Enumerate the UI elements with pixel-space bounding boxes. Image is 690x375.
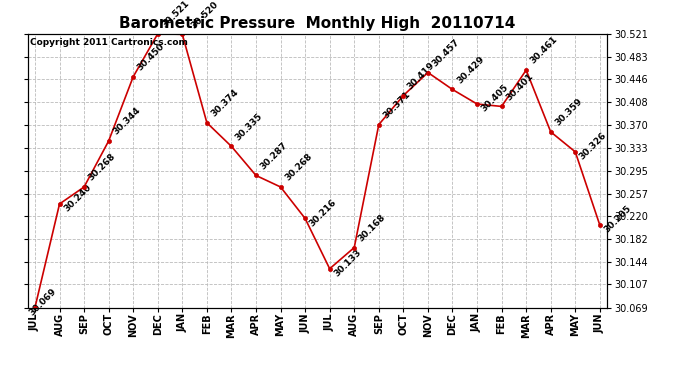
Text: 30.069: 30.069 xyxy=(28,286,59,317)
Title: Barometric Pressure  Monthly High  20110714: Barometric Pressure Monthly High 2011071… xyxy=(119,16,515,31)
Text: 30.521: 30.521 xyxy=(160,0,191,30)
Text: 30.450: 30.450 xyxy=(136,42,166,72)
Text: 30.287: 30.287 xyxy=(259,140,289,171)
Text: 30.168: 30.168 xyxy=(357,213,388,243)
Text: 30.374: 30.374 xyxy=(209,88,240,118)
Text: 30.133: 30.133 xyxy=(332,248,363,278)
Text: Copyright 2011 Cartronics.com: Copyright 2011 Cartronics.com xyxy=(30,38,188,47)
Text: 30.205: 30.205 xyxy=(602,204,633,235)
Text: 30.240: 30.240 xyxy=(62,183,92,214)
Text: 30.419: 30.419 xyxy=(406,60,437,91)
Text: 30.401: 30.401 xyxy=(504,71,535,102)
Text: 30.359: 30.359 xyxy=(553,97,584,128)
Text: 30.405: 30.405 xyxy=(480,83,510,114)
Text: 30.216: 30.216 xyxy=(308,197,338,228)
Text: 30.520: 30.520 xyxy=(190,0,220,30)
Text: 30.268: 30.268 xyxy=(283,152,314,183)
Text: 30.429: 30.429 xyxy=(455,54,486,85)
Text: 30.268: 30.268 xyxy=(86,152,117,183)
Text: 30.457: 30.457 xyxy=(431,38,462,68)
Text: 30.335: 30.335 xyxy=(234,111,265,142)
Text: 30.326: 30.326 xyxy=(578,131,609,162)
Text: 30.371: 30.371 xyxy=(382,90,412,120)
Text: 30.461: 30.461 xyxy=(529,35,560,66)
Text: 30.344: 30.344 xyxy=(111,106,142,137)
